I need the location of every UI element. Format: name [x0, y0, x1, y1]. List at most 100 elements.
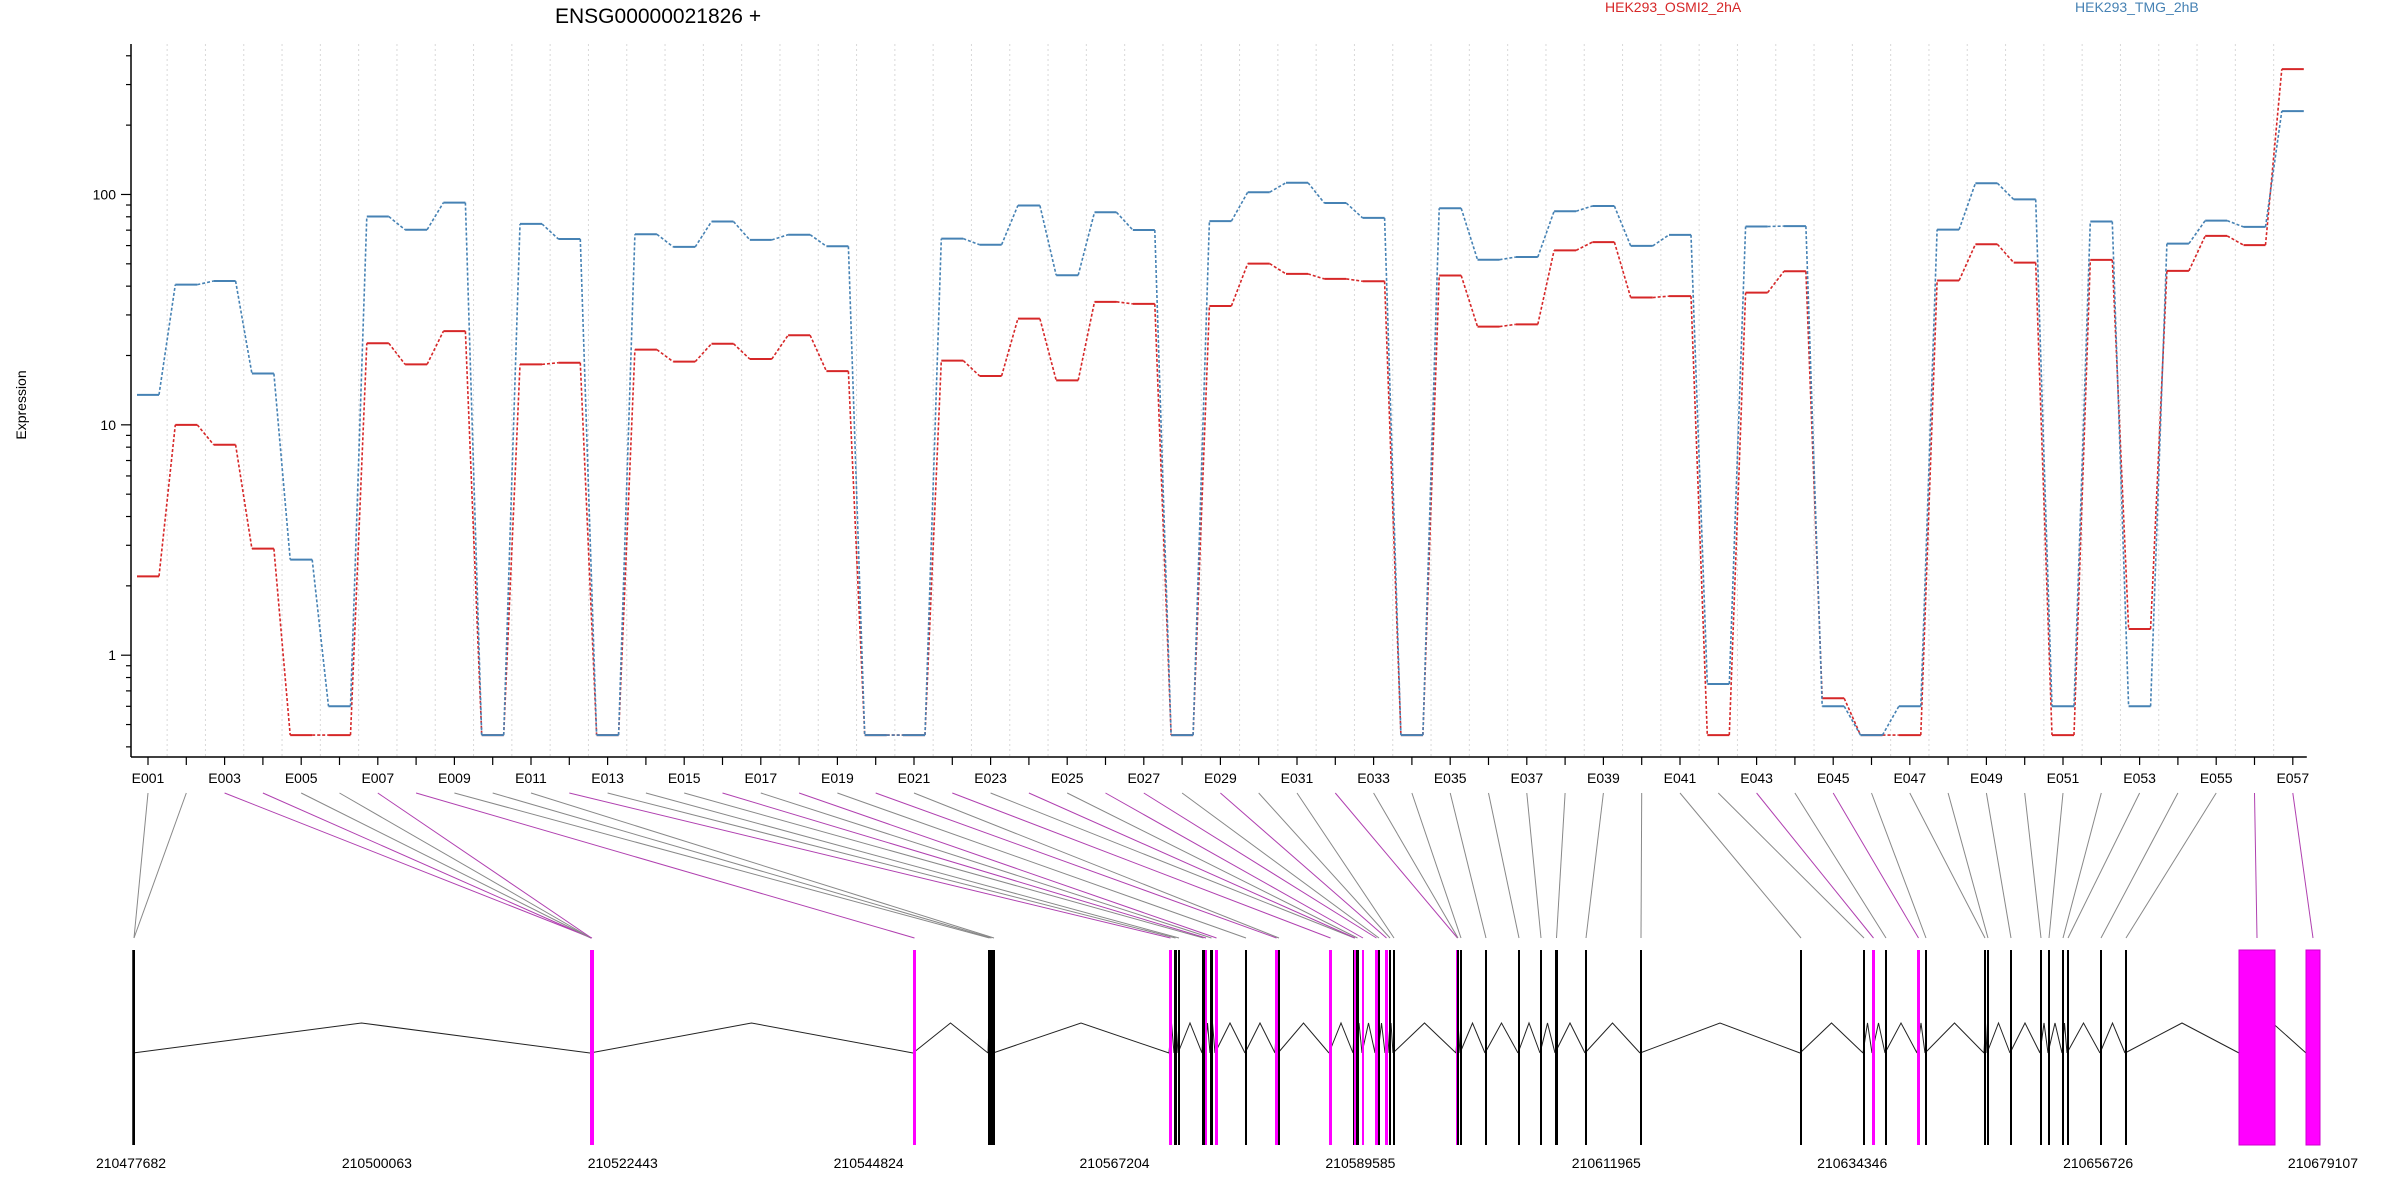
series-connector [847, 246, 866, 736]
x-tick-label: E009 [438, 770, 471, 786]
exon-connector [798, 792, 1217, 939]
series-connector [963, 237, 980, 246]
exon-block [1354, 950, 1356, 1145]
intron-chevron [1244, 1021, 1276, 1054]
intron-chevron [1986, 1021, 2011, 1054]
x-tick-label: E053 [2123, 770, 2156, 786]
intron-chevron [2047, 1022, 2063, 1054]
exon-block [913, 950, 916, 1145]
intron-chevron [1924, 1022, 1985, 1054]
series-connector [1154, 229, 1172, 736]
exon-block [1362, 950, 1364, 1145]
series-connector [809, 234, 827, 247]
exon-block [2040, 950, 2042, 1145]
exon-block [1385, 950, 1388, 1145]
exon-block [1245, 950, 1247, 1145]
exon-block [2048, 950, 2050, 1145]
exon-connector [1909, 792, 1986, 939]
exon-connector [1143, 792, 1377, 939]
intron-chevron [1177, 1021, 1203, 1054]
series-connector [1039, 318, 1057, 381]
series-connector [234, 280, 253, 374]
exon-connector [1947, 792, 1989, 939]
genomic-tick-label: 210656726 [2063, 1155, 2133, 1171]
series-connector [1000, 205, 1019, 246]
y-tick-label: 1 [108, 647, 116, 663]
series-connector [1499, 256, 1516, 261]
exon-block [1215, 950, 1218, 1145]
exon-block [1378, 950, 1380, 1145]
x-tick-label: E015 [668, 770, 701, 786]
exon-connector [837, 792, 1247, 939]
series-connector [1613, 205, 1632, 247]
series-connector [1652, 234, 1670, 247]
exon-connector [875, 792, 1277, 939]
series-connector [1728, 226, 1747, 685]
series-connector [273, 548, 291, 736]
intron-chevron [1639, 1022, 1801, 1054]
x-tick-label: E049 [1970, 770, 2003, 786]
exon-block [1460, 950, 1462, 1145]
series-connector [1230, 191, 1249, 222]
genomic-tick-label: 210567204 [1080, 1155, 1150, 1171]
exon-block [1329, 950, 1332, 1145]
exon-block [1275, 950, 1278, 1145]
series-connector [1000, 318, 1019, 377]
intron-chevron [1554, 1021, 1586, 1054]
series-connector [388, 342, 406, 365]
intron-chevron [2099, 1021, 2126, 1054]
series-connector [1575, 205, 1593, 212]
exon-block [988, 950, 991, 1145]
exon-connector [262, 792, 592, 939]
exon-block [1169, 950, 1172, 1145]
exon-block [1800, 950, 1802, 1145]
series-connector [617, 349, 636, 736]
series-connector [1116, 301, 1133, 305]
genomic-tick-label: 210477682 [96, 1155, 166, 1171]
intron-chevron [1328, 1021, 1354, 1054]
exon-block [1925, 950, 1927, 1145]
legend-series-1: HEK293_OSMI2_2hA [1605, 0, 1742, 15]
exon-connector [454, 792, 990, 939]
series-connector [502, 223, 521, 736]
exon-block [1178, 950, 1180, 1145]
exon-connector [1556, 792, 1566, 939]
exon-connector [1105, 792, 1364, 939]
legend-series-2: HEK293_TMG_2hB [2075, 0, 2199, 15]
exon-connector [1585, 792, 1604, 939]
exon-block [2100, 950, 2102, 1145]
exon-block [1872, 950, 1875, 1145]
x-tick-label: E045 [1817, 770, 1850, 786]
exon-connector [133, 792, 149, 939]
exon-block [1485, 950, 1487, 1145]
series-connector [1345, 202, 1364, 219]
intron-chevron [912, 1022, 989, 1054]
series-connector [1077, 212, 1096, 276]
x-tick-label: E055 [2200, 770, 2233, 786]
series-connector [1996, 182, 2015, 200]
exon-block [1393, 950, 1395, 1145]
series-connector [349, 343, 368, 736]
series-connector [924, 238, 943, 736]
exon-connector [1717, 792, 1865, 939]
series-connector [1920, 280, 1938, 736]
intron-chevron [589, 1022, 914, 1054]
intron-chevron [1459, 1021, 1486, 1054]
series-connector [1575, 241, 1593, 252]
x-tick-label: E051 [2047, 770, 2080, 786]
series-connector [1920, 229, 1938, 707]
exon-block [1987, 950, 1989, 1145]
y-tick-label: 10 [100, 417, 116, 433]
exon-connector [722, 792, 1207, 939]
series-connector [197, 280, 214, 286]
series-connector [1537, 210, 1555, 258]
series-connector [1115, 211, 1134, 231]
y-tick-label: 100 [93, 186, 117, 202]
x-tick-label: E043 [1740, 770, 1773, 786]
series-connector [2034, 199, 2053, 707]
exon-connector [1832, 792, 1919, 939]
exon-block [990, 950, 993, 1145]
x-tick-label: E047 [1893, 770, 1926, 786]
series-connector [1881, 705, 1900, 736]
x-tick-label: E029 [1204, 770, 1237, 786]
